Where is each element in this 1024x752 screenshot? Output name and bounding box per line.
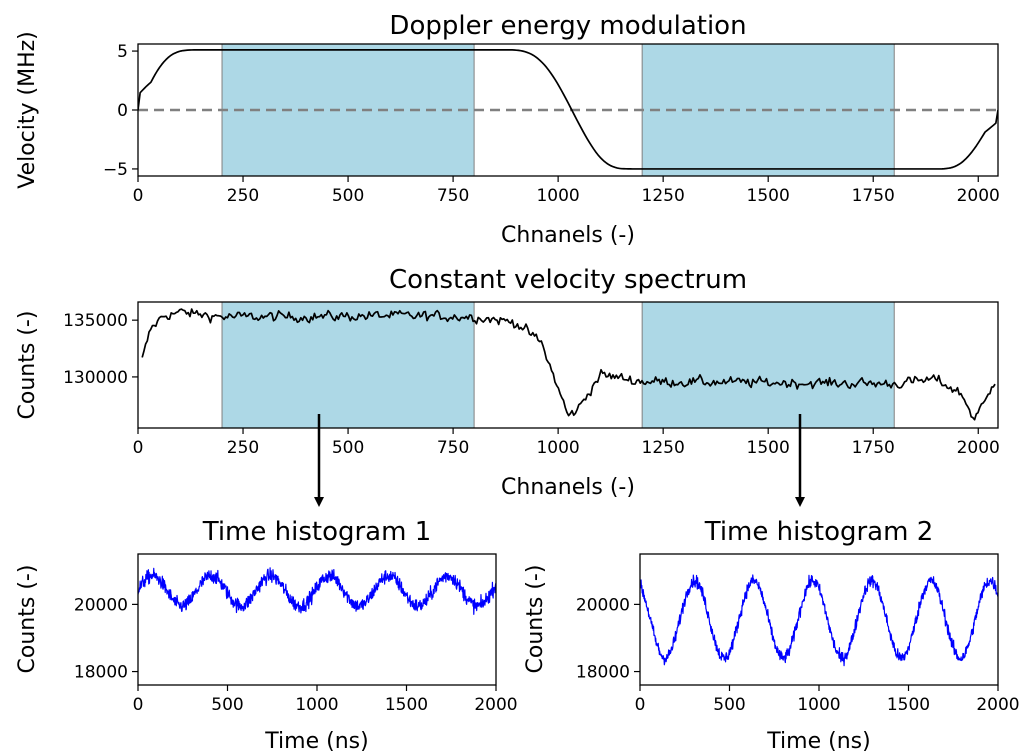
shaded-region-spectrum-2 <box>641 301 895 429</box>
plot-frame-spectrum <box>137 301 999 429</box>
x-tick-label-spectrum-750: 750 <box>437 438 469 458</box>
x-axis-label-hist1: Time (ns) <box>264 729 368 752</box>
x-tick-label-spectrum-1750: 1750 <box>852 438 895 458</box>
y-tick-label-spectrum-0: 135000 <box>63 311 128 331</box>
series-line-spectrum-1 <box>141 308 996 421</box>
x-tick-label-hist1-1500: 1500 <box>385 695 428 715</box>
chart-title-doppler: Doppler energy modulation <box>389 11 746 41</box>
x-tick-label-doppler-750: 750 <box>437 186 469 206</box>
x-tick-label-hist2-1000: 1000 <box>797 695 840 715</box>
x-tick-label-doppler-0: 0 <box>133 186 144 206</box>
x-tick-label-spectrum-250: 250 <box>227 438 259 458</box>
x-axis-label-doppler: Chnanels (-) <box>501 223 635 248</box>
y-axis-label-hist2: Counts (-) <box>523 565 548 674</box>
series-line-hist2-1 <box>640 574 998 667</box>
y-tick-label-hist2-1: 18000 <box>576 663 630 683</box>
x-tick-label-hist2-1500: 1500 <box>887 695 930 715</box>
x-tick-label-hist2-0: 0 <box>635 695 646 715</box>
y-tick-label-doppler-1: 0 <box>117 101 128 121</box>
x-tick-label-doppler-500: 500 <box>332 186 364 206</box>
plot-frame-hist1 <box>137 553 497 686</box>
y-tick-label-hist1-1: 18000 <box>74 663 128 683</box>
series-line-doppler-1 <box>138 49 998 170</box>
x-tick-label-hist2-2000: 2000 <box>976 695 1019 715</box>
y-tick-label-spectrum-1: 130000 <box>63 368 128 388</box>
x-tick-label-spectrum-2000: 2000 <box>957 438 1000 458</box>
x-tick-label-hist1-0: 0 <box>133 695 144 715</box>
x-tick-label-hist2-500: 500 <box>713 695 745 715</box>
chart-doppler: Doppler energy modulation Chnanels (-) V… <box>15 11 1000 248</box>
x-tick-label-spectrum-1500: 1500 <box>747 438 790 458</box>
x-tick-label-doppler-1750: 1750 <box>852 186 895 206</box>
x-tick-label-hist1-1000: 1000 <box>295 695 338 715</box>
x-tick-label-doppler-1500: 1500 <box>747 186 790 206</box>
plot-frame-hist2 <box>639 553 999 686</box>
y-tick-label-hist1-0: 20000 <box>74 595 128 615</box>
x-tick-label-spectrum-1250: 1250 <box>642 438 685 458</box>
x-tick-label-doppler-1250: 1250 <box>642 186 685 206</box>
chart-spectrum: Constant velocity spectrum Chnanels (-) … <box>15 265 1000 500</box>
x-tick-label-hist1-2000: 2000 <box>474 695 517 715</box>
x-tick-label-spectrum-0: 0 <box>133 438 144 458</box>
series-line-hist1-1 <box>138 567 496 615</box>
x-tick-label-spectrum-500: 500 <box>332 438 364 458</box>
x-axis-label-hist2: Time (ns) <box>766 729 870 752</box>
x-tick-label-hist1-500: 500 <box>211 695 243 715</box>
y-tick-label-hist2-0: 20000 <box>576 595 630 615</box>
y-axis-label-hist1: Counts (-) <box>15 565 40 674</box>
chart-title-hist2: Time histogram 2 <box>704 517 934 547</box>
x-tick-label-doppler-250: 250 <box>227 186 259 206</box>
y-tick-label-doppler-0: 5 <box>117 42 128 62</box>
y-axis-label-spectrum: Counts (-) <box>15 311 40 420</box>
chart-hist2: Time histogram 2 Time (ns) Counts (-) 0 5… <box>523 517 1020 752</box>
y-tick-label-doppler-2: −5 <box>103 160 128 180</box>
shaded-region-spectrum-1 <box>221 301 475 429</box>
y-axis-label-doppler: Velocity (MHz) <box>15 31 40 189</box>
x-tick-label-doppler-1000: 1000 <box>536 186 579 206</box>
x-tick-label-spectrum-1000: 1000 <box>536 438 579 458</box>
chart-hist1: Time histogram 1 Time (ns) Counts (-) 0 5… <box>15 517 518 752</box>
x-tick-label-doppler-2000: 2000 <box>957 186 1000 206</box>
chart-title-hist1: Time histogram 1 <box>202 517 432 547</box>
chart-title-spectrum: Constant velocity spectrum <box>389 265 747 295</box>
x-axis-label-spectrum: Chnanels (-) <box>501 475 635 500</box>
